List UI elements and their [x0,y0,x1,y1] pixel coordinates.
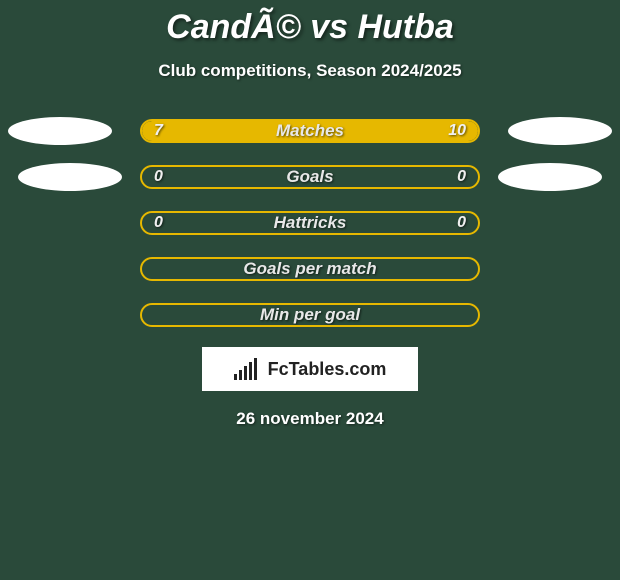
stat-label: Hattricks [142,213,478,233]
stats-rows: 710Matches00Goals00HattricksGoals per ma… [0,119,620,327]
stat-bar: 710Matches [140,119,480,143]
player-ellipse-left [8,117,112,145]
stat-row: Min per goal [0,303,620,327]
brand-text: FcTables.com [268,359,387,380]
date-text: 26 november 2024 [236,409,383,429]
stat-value-right: 0 [457,167,466,187]
stat-label: Min per goal [142,305,478,325]
stat-value-right: 0 [457,213,466,233]
stat-value-right: 10 [448,121,466,141]
stat-bar: 0 0Goals [140,165,480,189]
stat-row: 710Matches [0,119,620,143]
subtitle: Club competitions, Season 2024/2025 [158,61,461,81]
stat-bar: Goals per match [140,257,480,281]
stat-value-left: 7 [154,121,163,141]
brand-box: FcTables.com [202,347,418,391]
stat-value-left: 0 [154,167,163,187]
stat-row: Goals per match [0,257,620,281]
stat-value-left: 0 [154,213,163,233]
stat-row: 0 0Goals [0,165,620,189]
stat-bar: Min per goal [140,303,480,327]
page-title: CandÃ© vs Hutba [166,8,454,47]
player-ellipse-right [498,163,602,191]
player-ellipse-left [18,163,122,191]
player-ellipse-right [508,117,612,145]
stat-bar: 0 0Hattricks [140,211,480,235]
barchart-icon [234,358,262,380]
stat-label: Goals per match [142,259,478,279]
stat-row: 0 0Hattricks [0,211,620,235]
infographic-container: CandÃ© vs Hutba Club competitions, Seaso… [0,0,620,429]
stat-label: Goals [142,167,478,187]
